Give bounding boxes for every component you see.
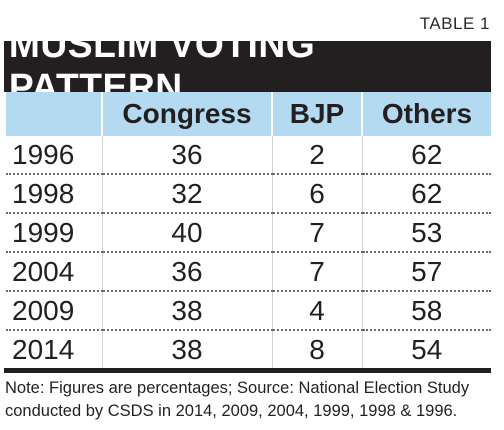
cell-bjp: 2	[272, 136, 363, 175]
cell-bjp: 6	[272, 174, 363, 214]
cell-congress: 36	[102, 252, 273, 292]
column-header-congress: Congress	[102, 92, 273, 136]
column-header-bjp: BJP	[272, 92, 363, 136]
cell-others: 62	[362, 174, 491, 214]
cell-others: 53	[362, 213, 491, 253]
source-note-line-2: conducted by CSDS in 2014, 2009, 2004, 1…	[5, 402, 458, 420]
table-body: 1996 36 2 62 1998 32 6 62 1999 40 7 53 2004 36 7 57 2009…	[6, 136, 491, 368]
cell-congress: 40	[102, 213, 273, 253]
table-row: 2004 36 7 57	[6, 252, 491, 292]
cell-year: 1999	[6, 213, 103, 253]
cell-bjp: 7	[272, 252, 363, 292]
cell-year: 1996	[6, 136, 103, 175]
cell-congress: 38	[102, 291, 273, 331]
cell-others: 62	[362, 136, 491, 175]
title-bar: MUSLIM VOTING PATTERN	[4, 24, 491, 109]
data-table: Congress BJP Others 1996 36 2 62 1998 32 6 62 19…	[6, 92, 491, 368]
table-row: 2014 38 8 54	[6, 330, 491, 368]
source-note: Note: Figures are percentages; Source: N…	[5, 377, 501, 423]
header-row: Congress BJP Others	[6, 92, 491, 136]
cell-bjp: 4	[272, 291, 363, 331]
cell-year: 2004	[6, 252, 103, 292]
cell-year: 1998	[6, 174, 103, 214]
column-header-others: Others	[362, 92, 491, 136]
cell-others: 54	[411, 333, 443, 365]
cell-year: 2009	[6, 291, 103, 331]
cell-others: 58	[362, 291, 491, 331]
cell-bjp: 8	[272, 330, 363, 368]
cell-year: 2014	[6, 330, 103, 368]
cell-bjp: 7	[272, 213, 363, 253]
column-header-year	[6, 92, 103, 136]
source-note-line-1: Note: Figures are percentages; Source: N…	[5, 379, 470, 397]
table-row: 1999 40 7 53	[6, 213, 491, 253]
cell-congress: 36	[102, 136, 273, 175]
cell-others: 57	[362, 252, 491, 292]
bottom-rule	[4, 368, 491, 373]
cell-congress: 38	[102, 330, 273, 368]
table-number-label: TABLE 1	[419, 14, 490, 33]
table-row: 1998 32 6 62	[6, 174, 491, 214]
table-row: 1996 36 2 62	[6, 136, 491, 175]
table-row: 2009 38 4 58	[6, 291, 491, 331]
cell-congress: 32	[102, 174, 273, 214]
